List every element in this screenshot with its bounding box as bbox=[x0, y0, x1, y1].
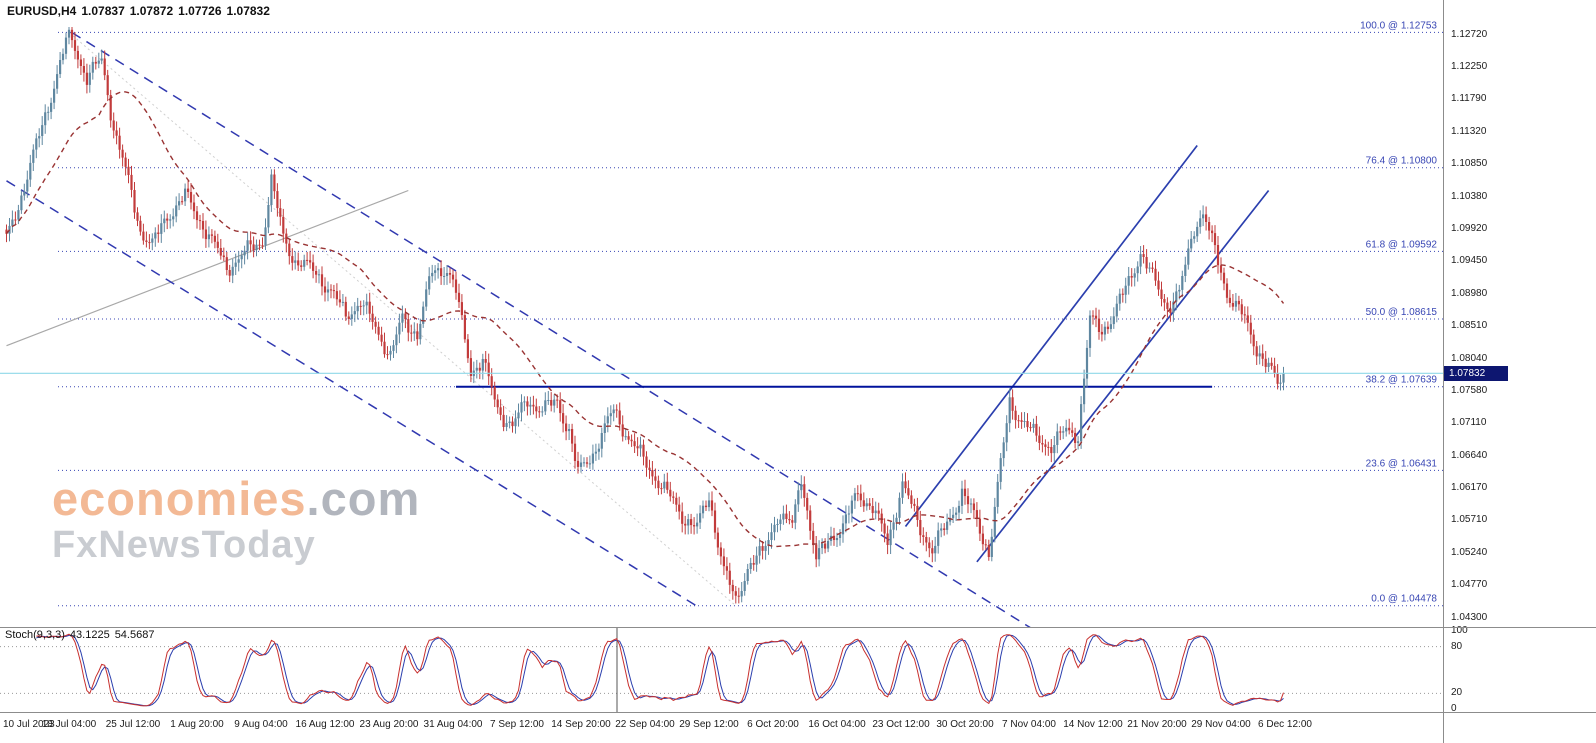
price-axis-label: 1.06640 bbox=[1451, 449, 1488, 461]
moving-average-line bbox=[5, 91, 1285, 548]
time-axis: 10 Jul 2023 18 Jul 04:00 25 Jul 12:00 1 Aug… bbox=[0, 713, 1596, 743]
time-axis-label: 16 Oct 04:00 bbox=[808, 719, 866, 730]
time-axis-label: 18 Jul 04:00 bbox=[41, 719, 97, 730]
stoch-axis-label: 100 bbox=[1451, 625, 1468, 636]
time-axis-label: 14 Nov 12:00 bbox=[1063, 719, 1123, 730]
main-chart-panel[interactable]: economies.com FxNewsToday 100.0 @ 1.1275… bbox=[0, 0, 1443, 627]
watermark: economies.com FxNewsToday bbox=[52, 474, 420, 566]
price-axis-label: 1.05240 bbox=[1451, 546, 1488, 558]
price-chart-canvas[interactable]: 100.0 @ 1.12753 76.4 @ 1.10800 61.8 @ 1.09… bbox=[0, 0, 1443, 627]
stochastic-panel[interactable]: Stoch(9,3,3) 43.1225 54.5687 bbox=[0, 628, 1443, 712]
time-axis-label: 31 Aug 04:00 bbox=[423, 719, 483, 730]
stoch-axis-label: 20 bbox=[1451, 687, 1463, 699]
time-axis-label: 23 Oct 12:00 bbox=[872, 719, 930, 730]
time-axis-label: 9 Aug 04:00 bbox=[234, 719, 288, 730]
candles-layer bbox=[5, 27, 1285, 604]
time-axis-label: 29 Nov 04:00 bbox=[1191, 719, 1251, 730]
price-axis-label: 1.09450 bbox=[1451, 255, 1488, 267]
time-axis-label: 1 Aug 20:00 bbox=[170, 719, 224, 730]
time-axis-label: 7 Sep 12:00 bbox=[490, 719, 544, 730]
stoch-value-d: 54.5687 bbox=[114, 629, 155, 641]
time-axis-label: 21 Nov 20:00 bbox=[1127, 719, 1187, 730]
watermark-brand: economies.com bbox=[52, 472, 421, 525]
fib-level-label: 100.0 @ 1.12753 bbox=[1360, 20, 1437, 31]
stoch-timeaxis-separator bbox=[0, 712, 1596, 713]
trendline-layer bbox=[6, 31, 1270, 627]
watermark-tagline: FxNewsToday bbox=[52, 524, 316, 567]
price-axis-label: 1.04770 bbox=[1451, 579, 1488, 591]
stoch-name: Stoch(9,3,3) bbox=[5, 629, 65, 641]
chart-stoch-separator bbox=[0, 627, 1596, 628]
quote-close: 1.07832 bbox=[226, 4, 270, 18]
time-axis-label: 10 Jul 2023 bbox=[3, 719, 55, 730]
stochastic-label: Stoch(9,3,3) 43.1225 54.5687 bbox=[5, 629, 159, 641]
fib-level-label: 0.0 @ 1.04478 bbox=[1371, 594, 1437, 605]
fib-level-label: 38.2 @ 1.07639 bbox=[1366, 375, 1438, 386]
stoch-axis-label: 0 bbox=[1451, 703, 1457, 714]
time-axis-label: 25 Jul 12:00 bbox=[105, 719, 161, 730]
current-price-badge: 1.07832 bbox=[1444, 366, 1508, 382]
time-axis-label: 14 Sep 20:00 bbox=[551, 719, 611, 730]
price-axis-label: 1.08510 bbox=[1451, 320, 1488, 332]
stochastic-canvas[interactable] bbox=[0, 628, 1443, 712]
price-axis: 1.07832 1.12720 1.12250 1.11790 1.11320 1.10… bbox=[1443, 0, 1596, 743]
price-axis-label: 1.11790 bbox=[1451, 93, 1487, 105]
quote-low: 1.07726 bbox=[178, 4, 222, 18]
price-axis-label: 1.10380 bbox=[1451, 190, 1488, 202]
price-axis-label: 1.08040 bbox=[1451, 352, 1488, 364]
stoch-value-k: 43.1225 bbox=[69, 629, 110, 641]
price-axis-label: 1.09920 bbox=[1451, 222, 1488, 234]
quote-high: 1.07872 bbox=[129, 4, 174, 18]
fib-retracement-layer: 100.0 @ 1.12753 76.4 @ 1.10800 61.8 @ 1.09… bbox=[58, 20, 1443, 607]
fib-level-label: 61.8 @ 1.09592 bbox=[1366, 239, 1438, 250]
price-axis-label: 1.08980 bbox=[1451, 287, 1488, 299]
fib-level-label: 50.0 @ 1.08615 bbox=[1366, 307, 1438, 318]
time-axis-label: 23 Aug 20:00 bbox=[359, 719, 419, 730]
price-axis-label: 1.05710 bbox=[1451, 514, 1488, 526]
stoch-main-line bbox=[36, 633, 1284, 707]
time-axis-label: 29 Sep 12:00 bbox=[679, 719, 739, 730]
time-axis-label: 16 Aug 12:00 bbox=[295, 719, 355, 730]
price-axis-label: 1.04300 bbox=[1451, 611, 1488, 623]
watermark-brand-suffix: .com bbox=[306, 472, 421, 525]
price-axis-label: 1.12720 bbox=[1451, 28, 1488, 40]
fib-level-label: 23.6 @ 1.06431 bbox=[1366, 458, 1438, 469]
price-axis-label: 1.07580 bbox=[1451, 384, 1488, 396]
stoch-axis-label: 80 bbox=[1451, 640, 1463, 652]
time-axis-label: 6 Oct 20:00 bbox=[747, 719, 799, 730]
price-axis-label: 1.11320 bbox=[1451, 125, 1487, 137]
time-axis-label: 22 Sep 04:00 bbox=[615, 719, 675, 730]
time-axis-label: 30 Oct 20:00 bbox=[936, 719, 994, 730]
stoch-signal-line bbox=[36, 634, 1284, 707]
price-axis-label: 1.06170 bbox=[1451, 482, 1488, 494]
price-axis-label: 1.07110 bbox=[1451, 417, 1487, 429]
quote-open: 1.07837 bbox=[81, 4, 125, 18]
fib-level-label: 76.4 @ 1.10800 bbox=[1366, 156, 1438, 167]
symbol-period-label: EURUSD,H4 bbox=[7, 4, 77, 18]
price-axis-label: 1.10850 bbox=[1451, 158, 1488, 170]
price-axis-label: 1.12250 bbox=[1451, 61, 1488, 73]
time-axis-label: 6 Dec 12:00 bbox=[1258, 719, 1312, 730]
quote-header: EURUSD,H4 1.07837 1.07872 1.07726 1.07832 bbox=[7, 4, 275, 18]
time-axis-label: 7 Nov 04:00 bbox=[1002, 719, 1056, 730]
